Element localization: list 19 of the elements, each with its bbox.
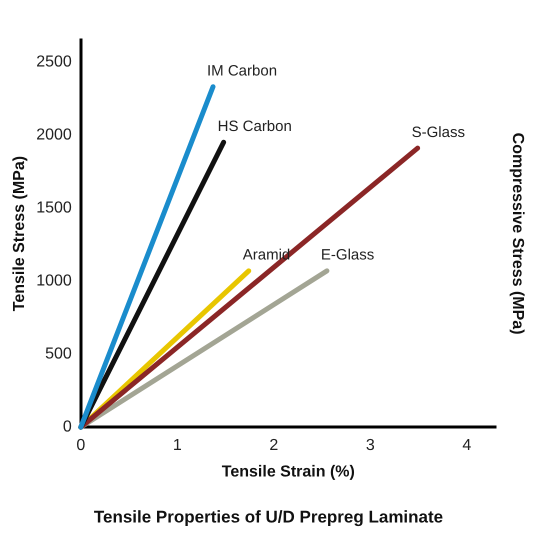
y-tick-label: 1500 xyxy=(36,199,72,216)
x-axis-title: Tensile Strain (%) xyxy=(222,463,355,480)
series-label: S-Glass xyxy=(412,124,465,141)
series-label: IM Carbon xyxy=(207,62,278,80)
x-tick-label: 0 xyxy=(76,437,86,454)
y-axis-title: Tensile Stress (MPa) xyxy=(11,156,28,312)
series-label: HS Carbon xyxy=(218,118,292,135)
y-tick-label: 1000 xyxy=(36,272,72,290)
y-tick-label: 2500 xyxy=(36,53,72,70)
y-tick-label: 2000 xyxy=(36,126,72,144)
x-tick-label: 1 xyxy=(172,437,182,454)
x-tick-label: 3 xyxy=(366,437,375,454)
x-tick-label: 2 xyxy=(269,437,278,454)
y-tick-label: 500 xyxy=(45,346,72,363)
text: Tensile Properties of U/D Prepreg Laminate xyxy=(94,507,444,526)
y2-axis-title: Compressive Stress (MPa) xyxy=(508,132,526,335)
x-tick-label: 4 xyxy=(462,437,472,454)
y-tick-label: 0 xyxy=(62,418,72,436)
series-label: E-Glass xyxy=(320,246,374,264)
